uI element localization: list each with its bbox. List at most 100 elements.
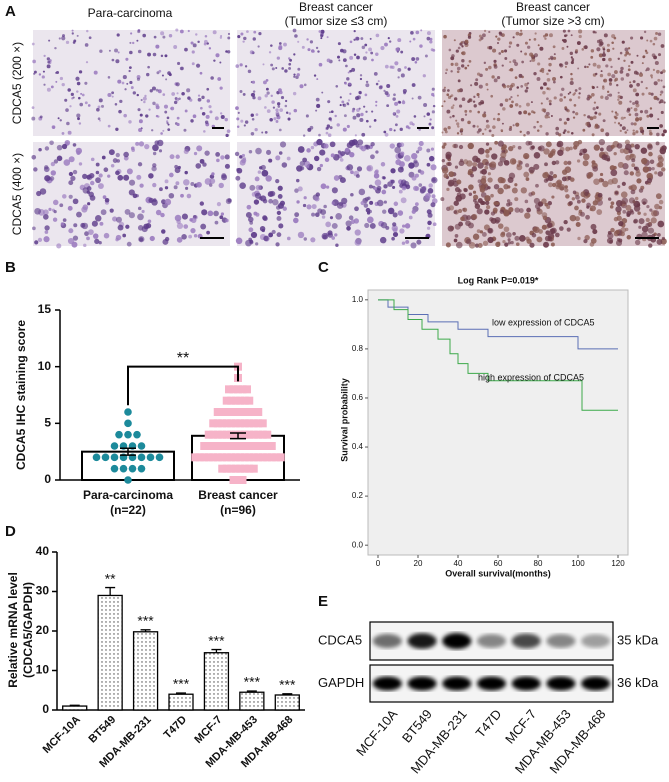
cell	[535, 183, 539, 188]
cell	[162, 129, 165, 132]
cell	[598, 138, 606, 146]
cell	[497, 223, 504, 229]
cell	[653, 81, 658, 86]
cell	[138, 141, 145, 147]
cell	[34, 207, 41, 215]
cell	[114, 48, 119, 53]
x-tick-label: 0	[376, 559, 381, 568]
cell	[514, 207, 520, 213]
cell	[468, 192, 473, 196]
cell	[518, 235, 526, 242]
cell	[164, 110, 168, 114]
cell	[397, 76, 400, 79]
cell	[130, 86, 134, 90]
cell	[600, 70, 603, 73]
cell	[50, 170, 57, 176]
y-tick-label: 0.0	[352, 540, 364, 549]
cell	[242, 157, 247, 161]
cell	[630, 106, 633, 110]
cell	[269, 190, 276, 197]
point	[213, 430, 222, 439]
cell	[458, 144, 464, 150]
cell	[611, 74, 616, 79]
cell	[311, 212, 316, 217]
cell	[137, 162, 143, 167]
cell	[310, 237, 316, 243]
cell	[573, 92, 577, 95]
cell	[639, 126, 644, 131]
cell	[142, 33, 147, 38]
cell	[34, 240, 39, 245]
cell	[76, 81, 81, 86]
cell	[427, 220, 432, 226]
point	[124, 430, 132, 439]
cell	[227, 32, 231, 36]
cell	[159, 187, 163, 192]
cell	[496, 117, 501, 122]
cell	[610, 169, 618, 177]
cell	[584, 234, 590, 241]
point	[209, 442, 218, 450]
cell	[621, 197, 629, 205]
cell	[635, 92, 640, 97]
cell	[648, 129, 652, 133]
cell	[206, 87, 210, 91]
cell	[266, 109, 271, 113]
cell	[320, 34, 324, 38]
cell	[547, 87, 551, 91]
cell	[173, 100, 178, 105]
cell	[572, 110, 575, 114]
cell	[472, 190, 477, 194]
cell	[500, 129, 504, 132]
cell	[603, 33, 608, 38]
cell	[606, 48, 611, 53]
cell	[85, 61, 89, 64]
cell	[457, 46, 461, 50]
y-tick-label: 0.2	[352, 491, 364, 500]
cell	[351, 109, 355, 113]
cell	[129, 41, 132, 44]
cell	[219, 215, 224, 220]
cell	[452, 114, 455, 118]
cell	[651, 166, 655, 171]
cell	[342, 49, 347, 54]
row-label: GAPDH	[318, 675, 364, 690]
cell	[314, 212, 320, 218]
cell	[464, 113, 468, 116]
cell	[31, 106, 35, 110]
cell	[577, 139, 583, 145]
cell	[394, 146, 402, 154]
cell	[255, 147, 262, 155]
cell	[361, 132, 366, 137]
point	[254, 419, 263, 428]
cell	[293, 75, 296, 78]
cell	[316, 138, 323, 146]
cell	[225, 218, 229, 223]
cell	[536, 120, 539, 124]
cell	[346, 77, 350, 81]
cell	[635, 118, 638, 122]
cell	[346, 226, 351, 231]
cell	[634, 100, 639, 105]
cell	[400, 166, 404, 170]
cell	[500, 146, 506, 151]
cell	[644, 49, 648, 53]
cell	[529, 60, 532, 63]
cell	[618, 220, 624, 227]
cell	[67, 205, 73, 211]
point	[222, 464, 231, 473]
cell	[402, 224, 406, 228]
cell	[365, 110, 368, 113]
cell	[615, 112, 619, 117]
cell	[354, 239, 362, 246]
cell	[443, 127, 448, 132]
cell	[168, 33, 173, 38]
cell	[625, 73, 630, 77]
cell	[601, 154, 608, 161]
cell	[484, 195, 491, 202]
cell	[123, 151, 129, 158]
cell	[63, 159, 71, 166]
cell	[261, 228, 265, 233]
cell	[601, 87, 605, 90]
cell	[553, 96, 557, 100]
